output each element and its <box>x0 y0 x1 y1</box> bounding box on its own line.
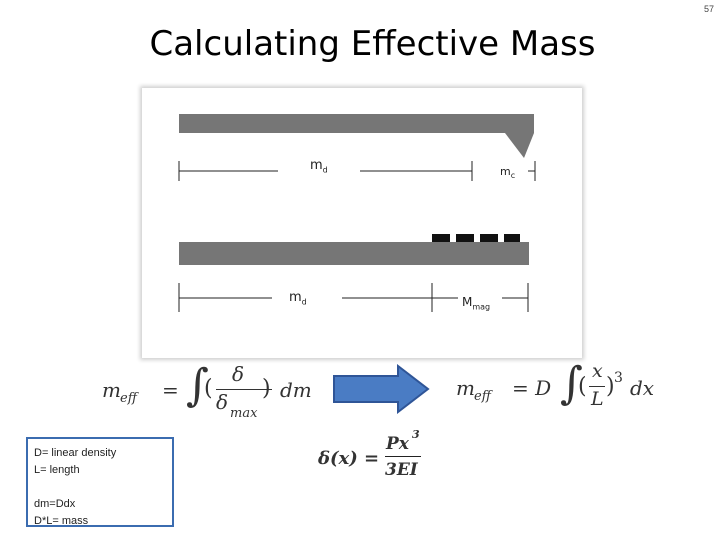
legend-line-mass: D*L= mass <box>34 515 89 527</box>
bottom-left-mass-label: md <box>289 290 307 307</box>
end-mass-triangle <box>505 133 534 158</box>
bottom-right-mass-label: Mmag <box>462 295 491 312</box>
top-beam <box>179 114 534 133</box>
magnet-2 <box>456 234 474 242</box>
integral-sign: ∫ <box>186 360 209 411</box>
legend-line-length: L= length <box>34 464 80 476</box>
integral-sign: ∫ <box>560 358 583 409</box>
top-dimension-line <box>178 161 536 181</box>
legend-line-dm: dm=Ddx <box>34 498 76 510</box>
right-arrow-icon <box>333 364 430 414</box>
close-paren: ) <box>262 376 271 401</box>
fraction-bar <box>216 389 272 390</box>
slide-title: Calculating Effective Mass <box>149 24 596 64</box>
effective-mass-result-equation: m eff = D ∫ ( x L ) 3 dx <box>456 358 655 410</box>
legend-line-density: D= linear density <box>34 447 117 459</box>
slide-number: 57 <box>703 4 714 14</box>
effective-mass-integral-equation: m eff = ∫ ( δ δ max ) dm <box>102 360 312 421</box>
beam-diagram-panel <box>142 88 582 358</box>
open-paren: ( <box>578 374 587 399</box>
beam-diagram-svg <box>178 114 536 312</box>
close-paren: ) <box>606 374 615 399</box>
deflection-equation: δ(x) = Px 3 3EI <box>318 428 421 480</box>
top-right-mass-label: mc <box>500 165 516 181</box>
fraction-bar <box>385 456 421 457</box>
fraction-bar <box>589 386 605 387</box>
bottom-beam <box>179 242 529 265</box>
magnet-4 <box>504 234 520 242</box>
magnet-3 <box>480 234 498 242</box>
top-left-mass-label: md <box>310 158 328 175</box>
open-paren: ( <box>204 376 213 401</box>
magnet-1 <box>432 234 450 242</box>
bottom-dimension-line <box>178 283 529 312</box>
variable-definitions-box: D= linear density L= length dm=Ddx D*L= … <box>26 437 174 527</box>
